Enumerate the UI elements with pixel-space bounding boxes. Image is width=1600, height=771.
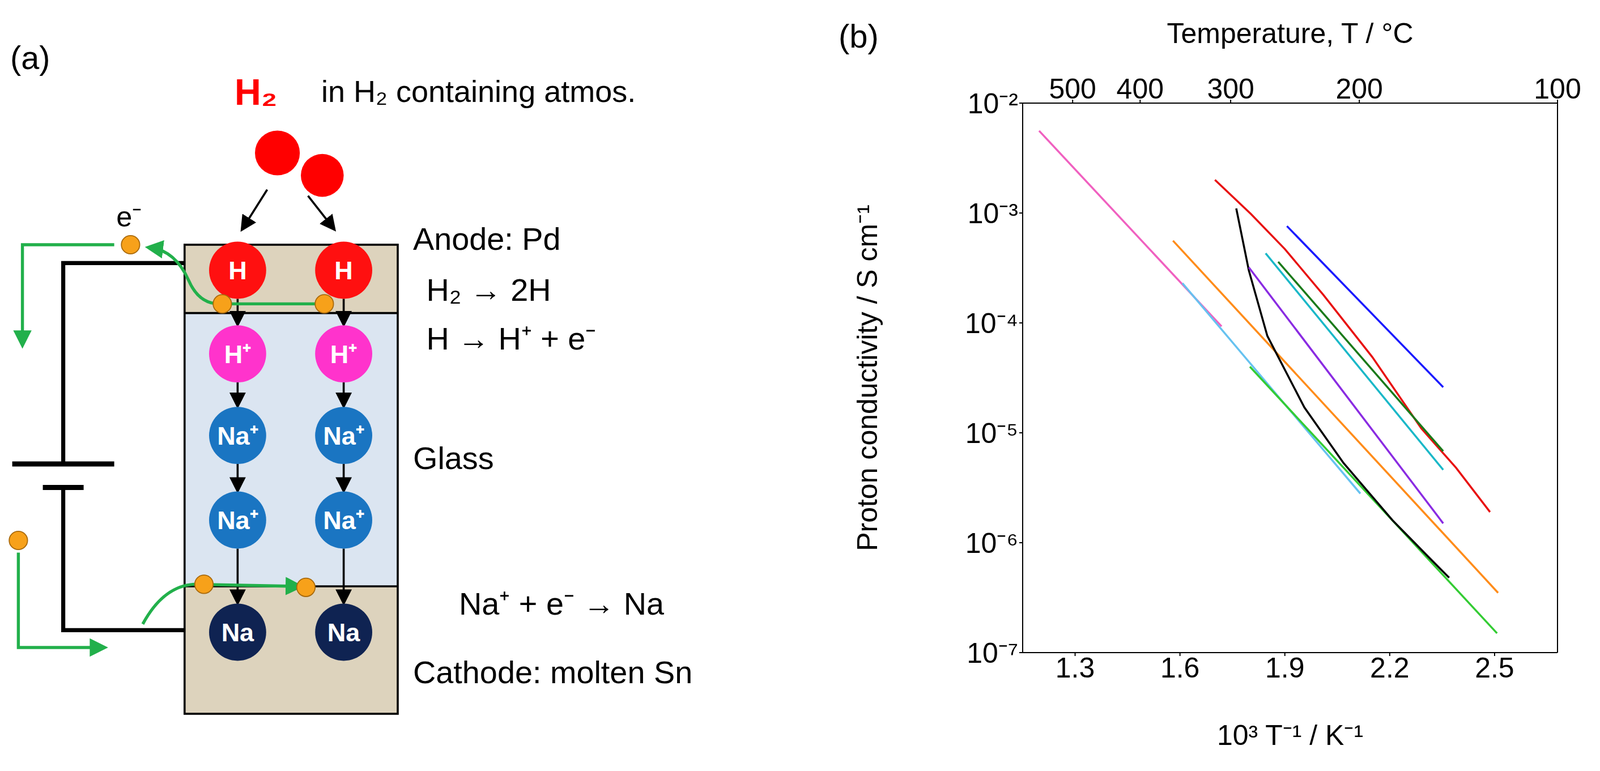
svg-text:Na: Na xyxy=(327,618,361,648)
svg-text:10⁻³: 10⁻³ xyxy=(967,197,1019,230)
svg-text:H: H xyxy=(228,256,248,285)
svg-text:300: 300 xyxy=(1206,73,1254,105)
svg-text:H → H⁺ + e⁻: H → H⁺ + e⁻ xyxy=(426,320,597,357)
svg-text:10³ T⁻¹ / K⁻¹: 10³ T⁻¹ / K⁻¹ xyxy=(1216,719,1364,752)
svg-text:10⁻⁴: 10⁻⁴ xyxy=(964,307,1019,340)
svg-text:H⁺: H⁺ xyxy=(330,339,358,369)
svg-text:Na: Na xyxy=(221,618,255,648)
svg-text:100: 100 xyxy=(1533,73,1581,105)
svg-text:(a): (a) xyxy=(10,39,50,76)
svg-text:H: H xyxy=(334,256,353,285)
html-text:(b): (b) xyxy=(838,17,879,55)
svg-text:10⁻²: 10⁻² xyxy=(967,87,1019,120)
svg-text:H₂: H₂ xyxy=(234,71,278,113)
svg-text:10⁻⁵: 10⁻⁵ xyxy=(965,417,1019,450)
svg-text:Na⁺: Na⁺ xyxy=(322,421,365,451)
svg-text:in H₂ containing atmos.: in H₂ containing atmos. xyxy=(321,74,636,109)
svg-text:Anode: Pd: Anode: Pd xyxy=(413,220,561,257)
svg-text:10⁻⁷: 10⁻⁷ xyxy=(966,637,1019,670)
svg-text:Proton conductivity / S cm⁻¹: Proton conductivity / S cm⁻¹ xyxy=(851,204,884,552)
svg-text:H₂ → 2H: H₂ → 2H xyxy=(426,271,551,308)
svg-text:500: 500 xyxy=(1049,73,1097,105)
svg-text:H⁺: H⁺ xyxy=(224,339,252,369)
svg-text:400: 400 xyxy=(1116,73,1164,105)
svg-text:Glass: Glass xyxy=(413,440,495,476)
svg-text:e⁻: e⁻ xyxy=(116,200,142,233)
svg-text:1.3: 1.3 xyxy=(1055,652,1096,684)
svg-text:1.6: 1.6 xyxy=(1160,652,1200,684)
svg-text:Temperature, T / °C: Temperature, T / °C xyxy=(1167,17,1414,50)
svg-text:10⁻⁶: 10⁻⁶ xyxy=(965,527,1019,560)
svg-text:2.5: 2.5 xyxy=(1474,652,1515,684)
svg-text:200: 200 xyxy=(1335,73,1383,105)
svg-text:Na⁺: Na⁺ xyxy=(322,505,365,535)
svg-text:Na⁺: Na⁺ xyxy=(216,505,259,535)
svg-text:Na⁺: Na⁺ xyxy=(216,421,259,451)
svg-text:Na⁺ + e⁻ → Na: Na⁺ + e⁻ → Na xyxy=(458,585,665,622)
svg-text:1.9: 1.9 xyxy=(1265,652,1305,684)
svg-text:Cathode: molten Sn: Cathode: molten Sn xyxy=(413,654,693,691)
svg-text:2.2: 2.2 xyxy=(1369,652,1410,684)
